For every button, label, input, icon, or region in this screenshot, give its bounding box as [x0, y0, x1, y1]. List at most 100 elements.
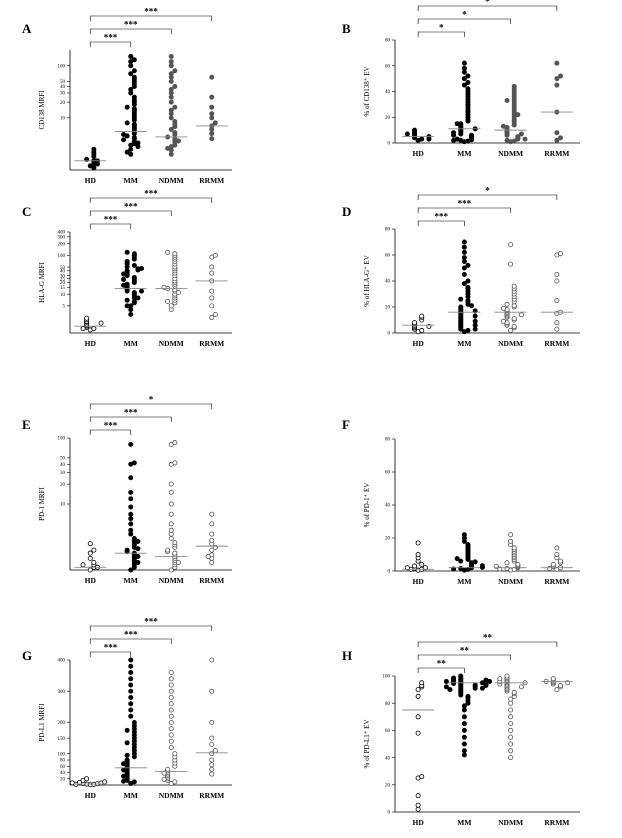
panel-g-point-mm-41 [121, 761, 127, 767]
panel-a-point-ndmm-0 [168, 151, 174, 157]
panel-a-point-ndmm-9 [172, 130, 178, 136]
panel-a-point-mm-38 [131, 57, 137, 63]
panel-c-point-ndmm-26 [165, 249, 171, 255]
panel-e-point-rrmm-10 [205, 554, 211, 560]
panel-a-point-ndmm-19 [168, 94, 174, 100]
panel-g-point-ndmm-27 [168, 670, 174, 676]
panel-e-ytick-label-5: 100 [58, 437, 66, 442]
panel-h-point-mm-1 [461, 748, 467, 754]
panel-g-point-ndmm-14 [172, 751, 178, 757]
panel-f-point-ndmm-20 [508, 532, 514, 538]
panel-c-point-mm-41 [121, 276, 127, 282]
panel-a-point-ndmm-31 [175, 138, 181, 144]
panel-a-point-rrmm-1 [209, 131, 215, 137]
panel-b-ytick-label-1: 20 [385, 116, 391, 121]
panel-g-bracket-rrmm [89, 625, 213, 631]
panel-h-point-mm-42 [479, 685, 485, 691]
panel-c-point-mm-38 [135, 295, 141, 301]
panel-h-point-hd-7 [415, 693, 421, 699]
panel-g-point-mm-1 [131, 779, 137, 785]
panel-b-point-ndmm-33 [500, 123, 506, 129]
panel-a-point-mm-22 [124, 104, 130, 110]
panel-a-point-ndmm-25 [168, 71, 174, 77]
panel-e-ytick-label-2: 30 [60, 471, 66, 476]
panel-e-bracket-rrmm [89, 403, 213, 409]
panel-d-label: D [342, 204, 351, 219]
panel-g-significance-ndmm: *** [124, 630, 138, 640]
panel-g-point-mm-32 [128, 688, 134, 694]
panel-f-point-hd-3 [422, 565, 428, 571]
panel-c-point-mm-0 [128, 311, 134, 317]
panel-c-ytick-label-5: 30 [60, 274, 66, 279]
panel-g-ytick-label-6: 200 [58, 721, 66, 726]
panel-f-point-hd-5 [419, 561, 425, 567]
panel-g-point-mm-15 [124, 757, 130, 763]
panel-a-ylabel: CD138 MRFI [38, 90, 46, 130]
panel-h-label: H [342, 648, 352, 663]
panel-e-ytick-label-0: 10 [60, 503, 66, 508]
panel-f-category-mm: MM [457, 577, 471, 586]
panel-g-point-ndmm-26 [168, 676, 174, 682]
panel-e-point-mm-22 [128, 496, 134, 502]
panel-b-point-rrmm-7 [554, 60, 560, 66]
panel-d-category-hd: HD [413, 339, 425, 348]
panel-h-point-mm-5 [461, 721, 467, 727]
panel-d-point-mm-1 [465, 327, 471, 333]
panel-a-point-mm-33 [131, 74, 137, 80]
panel-c-point-mm-37 [124, 303, 130, 309]
panel-b-point-mm-39 [461, 60, 467, 66]
panel-h-ytick-label-1: 20 [385, 784, 391, 789]
panel-e-ytick-label-4: 50 [60, 457, 66, 462]
panel-a-point-hd-11 [91, 146, 97, 152]
panel-d-point-ndmm-28 [518, 312, 524, 318]
panel-a-point-ndmm-29 [168, 54, 174, 60]
panel-d-point-mm-35 [461, 255, 467, 261]
panel-g-ytick-label-2: 60 [60, 765, 66, 770]
panel-b-point-mm-32 [465, 86, 471, 92]
panel-c-ytick-label-6: 40 [60, 270, 66, 275]
panel-e-point-hd-3 [91, 559, 97, 565]
panel-g-point-ndmm-29 [161, 770, 167, 776]
panel-e-point-mm-10 [124, 547, 130, 553]
panel-c-point-mm-39 [139, 288, 145, 294]
panel-g-bracket-mm [89, 651, 132, 657]
panel-b-point-ndmm-6 [515, 134, 521, 140]
panel-h-point-mm-40 [483, 683, 489, 689]
panel-b-point-mm-8 [469, 132, 475, 138]
panel-a-ytick-label-0: 10 [60, 117, 66, 122]
panel-b-ytick-label-4: 80 [385, 39, 391, 44]
panel-e-point-mm-18 [128, 521, 134, 527]
panel-a-category-rrmm: RRMM [199, 176, 224, 185]
panel-g-point-ndmm-25 [168, 682, 174, 688]
panel-d-ytick-label-2: 40 [385, 280, 391, 285]
panel-d-significance-ndmm: *** [458, 199, 472, 209]
panel-b-ylabel: % of CD138⁺ EV [363, 66, 371, 116]
panel-f-point-mm-23 [461, 532, 467, 538]
panel-h-point-ndmm-8 [508, 700, 514, 706]
panel-c-point-hd-1 [91, 326, 97, 332]
panel-e-point-mm-31 [135, 539, 141, 545]
panel-b-significance-ndmm: * [462, 10, 467, 20]
panel-e-point-ndmm-25 [172, 440, 178, 446]
panel-g-ytick-label-1: 40 [60, 771, 66, 776]
panel-e-point-hd-6 [91, 547, 97, 553]
panel-h-point-ndmm-7 [508, 707, 514, 713]
panel-c-point-rrmm-2 [209, 303, 215, 309]
panel-d-category-mm: MM [457, 339, 471, 348]
panel-c-point-hd-9 [84, 315, 90, 321]
panel-e-ytick-label-3: 40 [60, 463, 66, 468]
panel-c-point-rrmm-4 [209, 288, 215, 294]
panel-b-point-hd-11 [404, 131, 410, 137]
panel-c-point-mm-36 [124, 249, 130, 255]
panel-f-ytick-label-3: 60 [385, 471, 391, 476]
panel-a-significance-rrmm: *** [144, 7, 158, 17]
panel-h-point-ndmm-28 [497, 676, 503, 682]
panel-e-point-mm-19 [128, 516, 134, 522]
panel-e-point-mm-20 [128, 511, 134, 517]
panel-b-point-mm-34 [465, 79, 471, 85]
panel-e-point-ndmm-20 [168, 489, 174, 495]
panel-g-point-rrmm-4 [209, 751, 215, 757]
panel-a-label: A [22, 21, 32, 36]
panel-h-point-mm-27 [458, 673, 464, 679]
panel-c-point-ndmm-25 [172, 251, 178, 257]
